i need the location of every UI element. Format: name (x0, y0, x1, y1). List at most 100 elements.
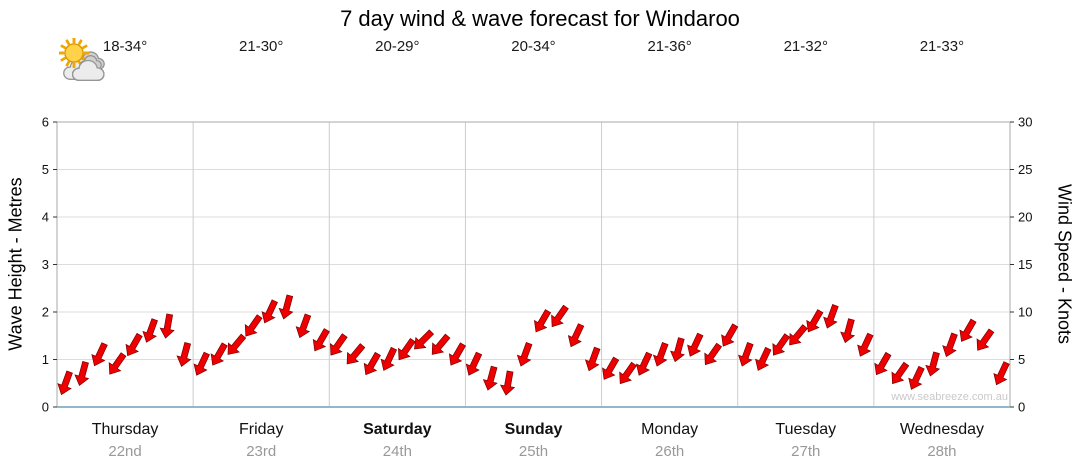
wind-arrow (567, 323, 585, 348)
wind-arrow (721, 323, 739, 347)
day-date-label: 22nd (108, 443, 141, 460)
day-name-label: Tuesday (775, 421, 836, 438)
day-name-label: Monday (641, 421, 698, 438)
sun-ray (82, 44, 88, 50)
day-header: 21-33° (59, 38, 1010, 118)
day-date-label: 23rd (246, 443, 276, 460)
right-tick-label: 0 (1018, 400, 1025, 415)
temperature-range: 20-34° (511, 38, 556, 55)
wind-arrow (448, 342, 466, 366)
wind-arrow (823, 304, 839, 329)
day-header: 21-36° (59, 38, 738, 118)
right-tick-label: 15 (1018, 257, 1032, 272)
wind-arrow (925, 351, 941, 377)
day-date-label: 27th (791, 443, 820, 460)
wind-arrow (533, 309, 552, 333)
wind-arrow (551, 304, 569, 328)
wind-arrow (244, 314, 263, 337)
wind-arrow (125, 332, 143, 357)
wind-arrow (159, 313, 175, 339)
wind-arrow (278, 294, 294, 320)
day-name-label: Saturday (363, 421, 432, 438)
temperature-range: 18-34° (102, 38, 148, 55)
right-tick-label: 10 (1018, 305, 1032, 320)
wind-arrow (465, 351, 483, 376)
wind-arrow (108, 352, 127, 375)
wind-arrow (635, 351, 653, 376)
wind-arrow (670, 337, 685, 363)
wind-arrow (891, 361, 910, 385)
left-tick-label: 0 (42, 400, 49, 415)
wind-arrow (652, 342, 669, 367)
wind-arrow (874, 351, 892, 376)
wind-arrow (380, 346, 398, 371)
wind-arrow (499, 370, 516, 396)
left-tick-label: 2 (42, 305, 49, 320)
wind-arrow (312, 328, 330, 352)
right-axis-title: Wind Speed - Knots (1054, 183, 1075, 345)
wind-arrow (329, 333, 348, 356)
right-tick-label: 25 (1018, 162, 1032, 177)
wind-arrow (704, 342, 723, 366)
wind-arrow (142, 318, 158, 343)
left-tick-label: 6 (42, 115, 49, 130)
day-name-label: Wednesday (900, 421, 984, 438)
wind-arrow (772, 333, 791, 356)
wind-arrow (91, 342, 108, 367)
sun-ray (77, 39, 83, 45)
watermark: www.seabreeze.com.au (891, 391, 1008, 403)
wind-arrow (482, 365, 498, 391)
day-date-label: 25th (519, 443, 548, 460)
right-tick-label: 30 (1018, 115, 1032, 130)
day-name-label: Sunday (505, 421, 563, 438)
day-date-label: 24th (383, 443, 412, 460)
sun-ray (65, 39, 71, 45)
temperature-range: 21-36° (647, 38, 692, 55)
wind-arrow-series (57, 294, 1010, 396)
wind-arrow (840, 318, 856, 344)
wind-arrow (193, 351, 210, 376)
day-date-label: 26th (655, 443, 684, 460)
temperature-range: 21-32° (783, 38, 828, 55)
wind-arrow (210, 342, 228, 366)
wind-arrow (976, 328, 995, 351)
wind-arrow (687, 332, 704, 357)
left-tick-label: 4 (42, 210, 49, 225)
temperature-range: 21-30° (239, 38, 284, 55)
wind-arrow (414, 329, 435, 350)
wind-arrow (74, 361, 90, 386)
wind-arrow (993, 361, 1010, 386)
wind-arrow (346, 343, 366, 365)
wind-arrow (738, 342, 754, 367)
right-tick-label: 5 (1018, 352, 1025, 367)
day-header: 20-29° (63, 38, 465, 118)
sun-ray (65, 61, 71, 67)
wind-arrow (295, 313, 312, 339)
day-date-label: 28th (927, 443, 956, 460)
wind-arrow (959, 318, 977, 342)
day-header: 21-32° (59, 38, 874, 118)
wind-arrow (261, 299, 278, 324)
temperature-range: 21-33° (919, 38, 965, 55)
day-headers: 18-34° 21-30° 20-29° 20-34° 21-36° 21-32° 21-3… (57, 38, 1010, 118)
day-name-label: Thursday (92, 421, 159, 438)
wind-arrow (857, 332, 874, 357)
wind-arrow (516, 342, 533, 367)
wind-arrow (942, 332, 958, 358)
wind-arrow (806, 309, 824, 333)
wind-arrow (602, 356, 620, 380)
cloud-icon (71, 59, 105, 81)
left-axis-title: Wave Height - Metres (5, 177, 26, 351)
wind-arrow (584, 346, 601, 372)
wind-arrow (755, 346, 772, 371)
day-header: 20-34° (59, 38, 601, 118)
left-tick-label: 1 (42, 352, 49, 367)
day-name-label: Friday (239, 421, 283, 438)
wind-arrow (431, 333, 451, 355)
wind-arrow (789, 324, 808, 346)
wind-arrow (57, 370, 73, 396)
partly-cloudy-icon (59, 38, 105, 81)
wind-arrow (398, 337, 416, 361)
